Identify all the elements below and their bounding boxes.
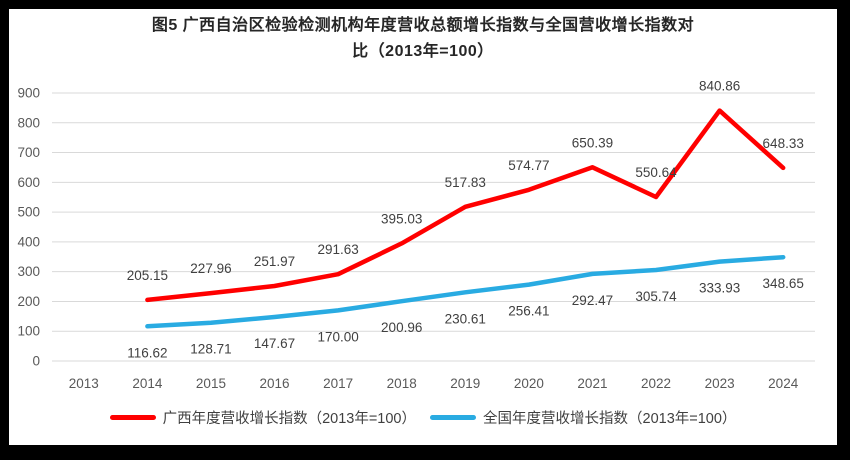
y-axis-tick-label: 600 [17,175,40,190]
y-axis-tick-label: 800 [17,115,40,130]
guangxi-data-label: 251.97 [254,254,295,269]
guangxi-data-label: 395.03 [381,211,422,226]
guangxi-data-label: 227.96 [190,261,231,276]
national-data-label: 305.74 [635,289,677,304]
y-axis-tick-label: 100 [17,324,40,339]
national-data-label: 230.61 [445,311,486,326]
x-axis-tick-label: 2019 [450,376,480,391]
chart-title: 图5 广西自治区检验检测机构年度营收总额增长指数与全国营收增长指数对 比（201… [0,13,846,65]
national-data-label: 333.93 [699,281,740,296]
y-axis-tick-label: 500 [17,205,40,220]
chart-title-line1: 图5 广西自治区检验检测机构年度营收总额增长指数与全国营收增长指数对 [151,17,695,34]
guangxi-data-label: 517.83 [445,175,486,190]
x-axis-tick-label: 2013 [69,376,99,391]
y-axis-tick-label: 400 [17,234,40,249]
guangxi-data-label: 574.77 [508,158,549,173]
legend-item-national: 全国年度营收增长指数（2013年=100） [430,407,736,428]
x-axis-tick-label: 2015 [196,376,226,391]
y-axis-tick-label: 200 [17,294,40,309]
x-axis-tick-label: 2017 [323,376,353,391]
national-data-label: 256.41 [508,304,549,319]
x-axis-tick-label: 2018 [387,376,417,391]
national-series-line [145,254,786,329]
legend-label-guangxi: 广西年度营收增长指数（2013年=100） [162,411,416,427]
guangxi-series-line [145,108,786,303]
y-axis-tick-label: 700 [17,145,40,160]
guangxi-data-label: 291.63 [317,242,358,257]
legend-item-guangxi: 广西年度营收增长指数（2013年=100） [109,407,416,428]
guangxi-data-label: 205.15 [127,268,168,283]
guangxi-data-label: 648.33 [763,136,804,151]
x-axis-tick-label: 2016 [260,376,290,391]
chart-panel [9,9,837,445]
x-axis-tick-label: 2020 [514,376,544,391]
national-data-label: 128.71 [190,342,231,357]
guangxi-data-label: 550.64 [635,165,677,180]
chart-title-line2: 比（2013年=100） [352,43,494,60]
x-axis-tick-label: 2014 [132,376,163,391]
legend-label-national: 全国年度营收增长指数（2013年=100） [483,411,737,427]
y-axis-tick-label: 0 [32,354,40,369]
y-axis-tick-label: 300 [17,264,40,279]
legend: 广西年度营收增长指数（2013年=100） 全国年度营收增长指数（2013年=1… [0,407,846,428]
x-axis-tick-label: 2024 [768,376,799,391]
national-data-label: 170.00 [317,329,358,344]
guangxi-data-label: 650.39 [572,135,613,150]
national-series-swatch-icon [430,415,476,420]
national-data-label: 116.62 [127,345,167,360]
x-axis-tick-label: 2021 [577,376,607,391]
x-axis-tick-label: 2022 [641,376,671,391]
national-data-label: 147.67 [254,336,295,351]
national-data-label: 292.47 [572,293,613,308]
y-axis-tick-label: 900 [17,86,40,101]
national-data-label: 200.96 [381,320,422,335]
national-data-label: 348.65 [763,276,804,291]
guangxi-series-swatch-icon [109,415,156,420]
x-axis-tick-label: 2023 [705,376,735,391]
guangxi-data-label: 840.86 [699,79,740,94]
